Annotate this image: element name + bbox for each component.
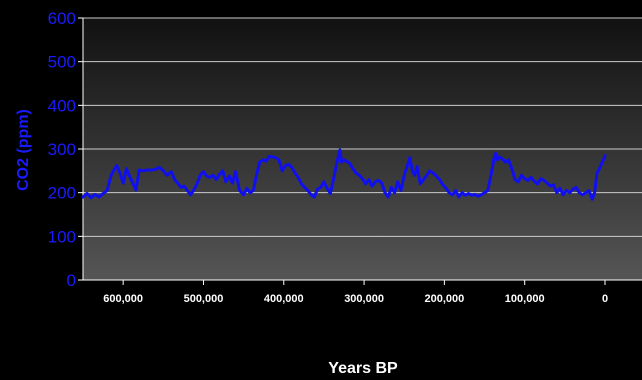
x-tick-label-600000: 600,000 [103,293,143,305]
y-tick-label-400: 400 [48,96,76,115]
y-axis-label: CO2 (ppm) [15,109,32,191]
x-tick-label-0: 0 [602,293,608,305]
y-tick-label-100: 100 [48,227,76,246]
co2-series-line [81,148,607,201]
x-tick-label-500000: 500,000 [184,293,224,305]
x-axis-ticks: 600,000 500,000 400,000 300,000 200,000 100,0… [103,280,608,305]
y-tick-label-600: 600 [48,9,76,28]
y-tick-label-200: 200 [48,184,76,203]
x-axis-label: Years BP [328,360,398,377]
y-tick-label-500: 500 [48,53,76,72]
x-tick-label-200000: 200,000 [425,293,465,305]
x-tick-label-400000: 400,000 [264,293,304,305]
y-tick-label-0: 0 [67,271,76,290]
y-tick-label-300: 300 [48,140,76,159]
x-tick-label-100000: 100,000 [505,293,545,305]
x-tick-label-300000: 300,000 [344,293,384,305]
y-axis-ticks: 0 100 200 300 400 500 600 [48,9,83,290]
